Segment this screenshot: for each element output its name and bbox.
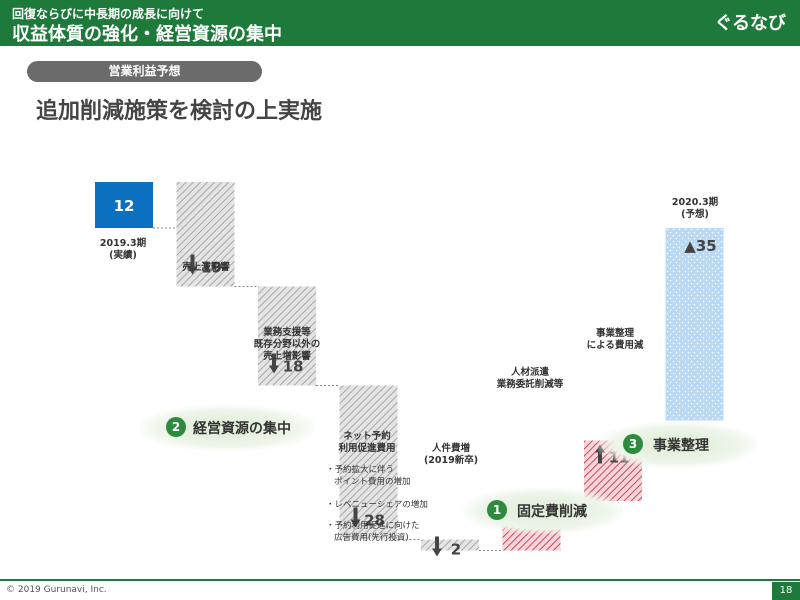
bar-label-line: (2019新卒)	[423, 455, 479, 466]
gurunavi-logo: ぐるなび	[714, 13, 786, 34]
bar-label-line: (予想)	[681, 209, 709, 220]
value-label-3: 28	[364, 512, 385, 530]
copyright: © 2019 Gurunavi, Inc.	[6, 585, 107, 595]
note-line: ポイント費用の増加	[334, 477, 411, 487]
bar-label-line: 売上増影響	[263, 351, 311, 362]
value-label-7: ▲35	[684, 237, 716, 255]
note-line: ・レベニューシェアの増加	[326, 500, 428, 510]
bar-label-business-restructuring: 事業整理 による費用減	[574, 328, 656, 352]
bar-label-staffing-reduction: 人材派遣 業務委託削減等	[486, 367, 574, 391]
badge-business-restructuring: 3 事業整理	[597, 422, 757, 468]
bar-label-line: 業務委託削減等	[496, 379, 564, 390]
bar-label-personnel: 人件費増 (2019新卒)	[414, 443, 488, 467]
bar-label-line: 売上減影響	[182, 262, 230, 273]
badge-number: 3	[623, 434, 643, 454]
bar-label-line: 既存分野以外の	[253, 339, 321, 350]
note-line: ・予約拡大に伴う	[326, 465, 395, 475]
bar-label-sales-decline: 売上減影響	[174, 262, 238, 274]
note-point-cost: ・予約拡大に伴う ポイント費用の増加	[326, 464, 411, 488]
bar-label-line: 人材派遣	[510, 367, 549, 378]
bar-label-line: 事業整理	[595, 328, 634, 339]
bar-label-line: 業務支援等	[263, 327, 311, 338]
waterfall-bar-1	[176, 182, 235, 287]
bar-label-line: 利用促進費用	[338, 443, 396, 454]
badge-number: 2	[166, 417, 186, 437]
bar-label-line: 人件費増	[431, 443, 470, 454]
value-label-1: 19	[201, 259, 222, 277]
badge-text: 事業整理	[653, 438, 709, 454]
page-number: 18	[772, 582, 800, 600]
note-line: ・予約利用促進に向けた	[326, 521, 420, 531]
bar-label-line: 2020.3期	[671, 197, 719, 208]
value-label-4: 2	[451, 541, 461, 559]
bar-label-net-reservation: ネット予約 利用促進費用	[332, 431, 402, 455]
waterfall-bar-0	[95, 182, 153, 228]
value-label-2: 18	[283, 358, 304, 376]
bar-label-line: 2019.3期	[99, 238, 147, 249]
bar-label-line: ネット予約	[343, 431, 391, 442]
waterfall-bar-2	[258, 286, 316, 386]
waterfall-bar-4	[421, 539, 479, 551]
bar-label-line: (実績)	[109, 250, 137, 261]
bar-label-2020-forecast: 2020.3期 (予想)	[660, 197, 730, 221]
waterfall-bar-7	[665, 228, 724, 421]
down-arrow-icon	[432, 536, 442, 557]
badge-text: 固定費削減	[517, 504, 587, 520]
note-revenue-share: ・レベニューシェアの増加	[326, 499, 428, 511]
header-title: 収益体質の強化・経営資源の集中	[12, 24, 282, 45]
bar-label-support-business: 業務支援等 既存分野以外の 売上増影響	[246, 327, 328, 363]
waterfall-bar-3	[339, 385, 398, 540]
bar-label-line: による費用減	[586, 340, 644, 351]
header-bar: 回復ならびに中長期の成長に向けて 収益体質の強化・経営資源の集中 ぐるなび	[0, 0, 800, 46]
badge-fixed-cost-reduction: 1 固定費削減	[463, 488, 623, 534]
down-arrow-icon	[350, 507, 361, 528]
down-arrow-icon	[269, 353, 279, 374]
down-arrow-icon	[187, 254, 198, 275]
note-advertising: ・予約利用促進に向けた 広告費用(先行投資)	[326, 520, 420, 544]
page-headline: 追加削減施策を検討の上実施	[36, 99, 323, 124]
bar-label-2019-actual: 2019.3期 (実績)	[92, 238, 154, 262]
section-pill: 営業利益予想	[27, 61, 262, 82]
badge-resource-concentration: 2 経営資源の集中	[140, 405, 315, 451]
value-label-0: 12	[114, 197, 135, 215]
header-subtitle: 回復ならびに中長期の成長に向けて	[12, 7, 205, 21]
footer-divider	[0, 579, 800, 581]
note-line: 広告費用(先行投資)	[334, 533, 409, 543]
badge-text: 経営資源の集中	[193, 421, 291, 437]
badge-number: 1	[487, 500, 507, 520]
